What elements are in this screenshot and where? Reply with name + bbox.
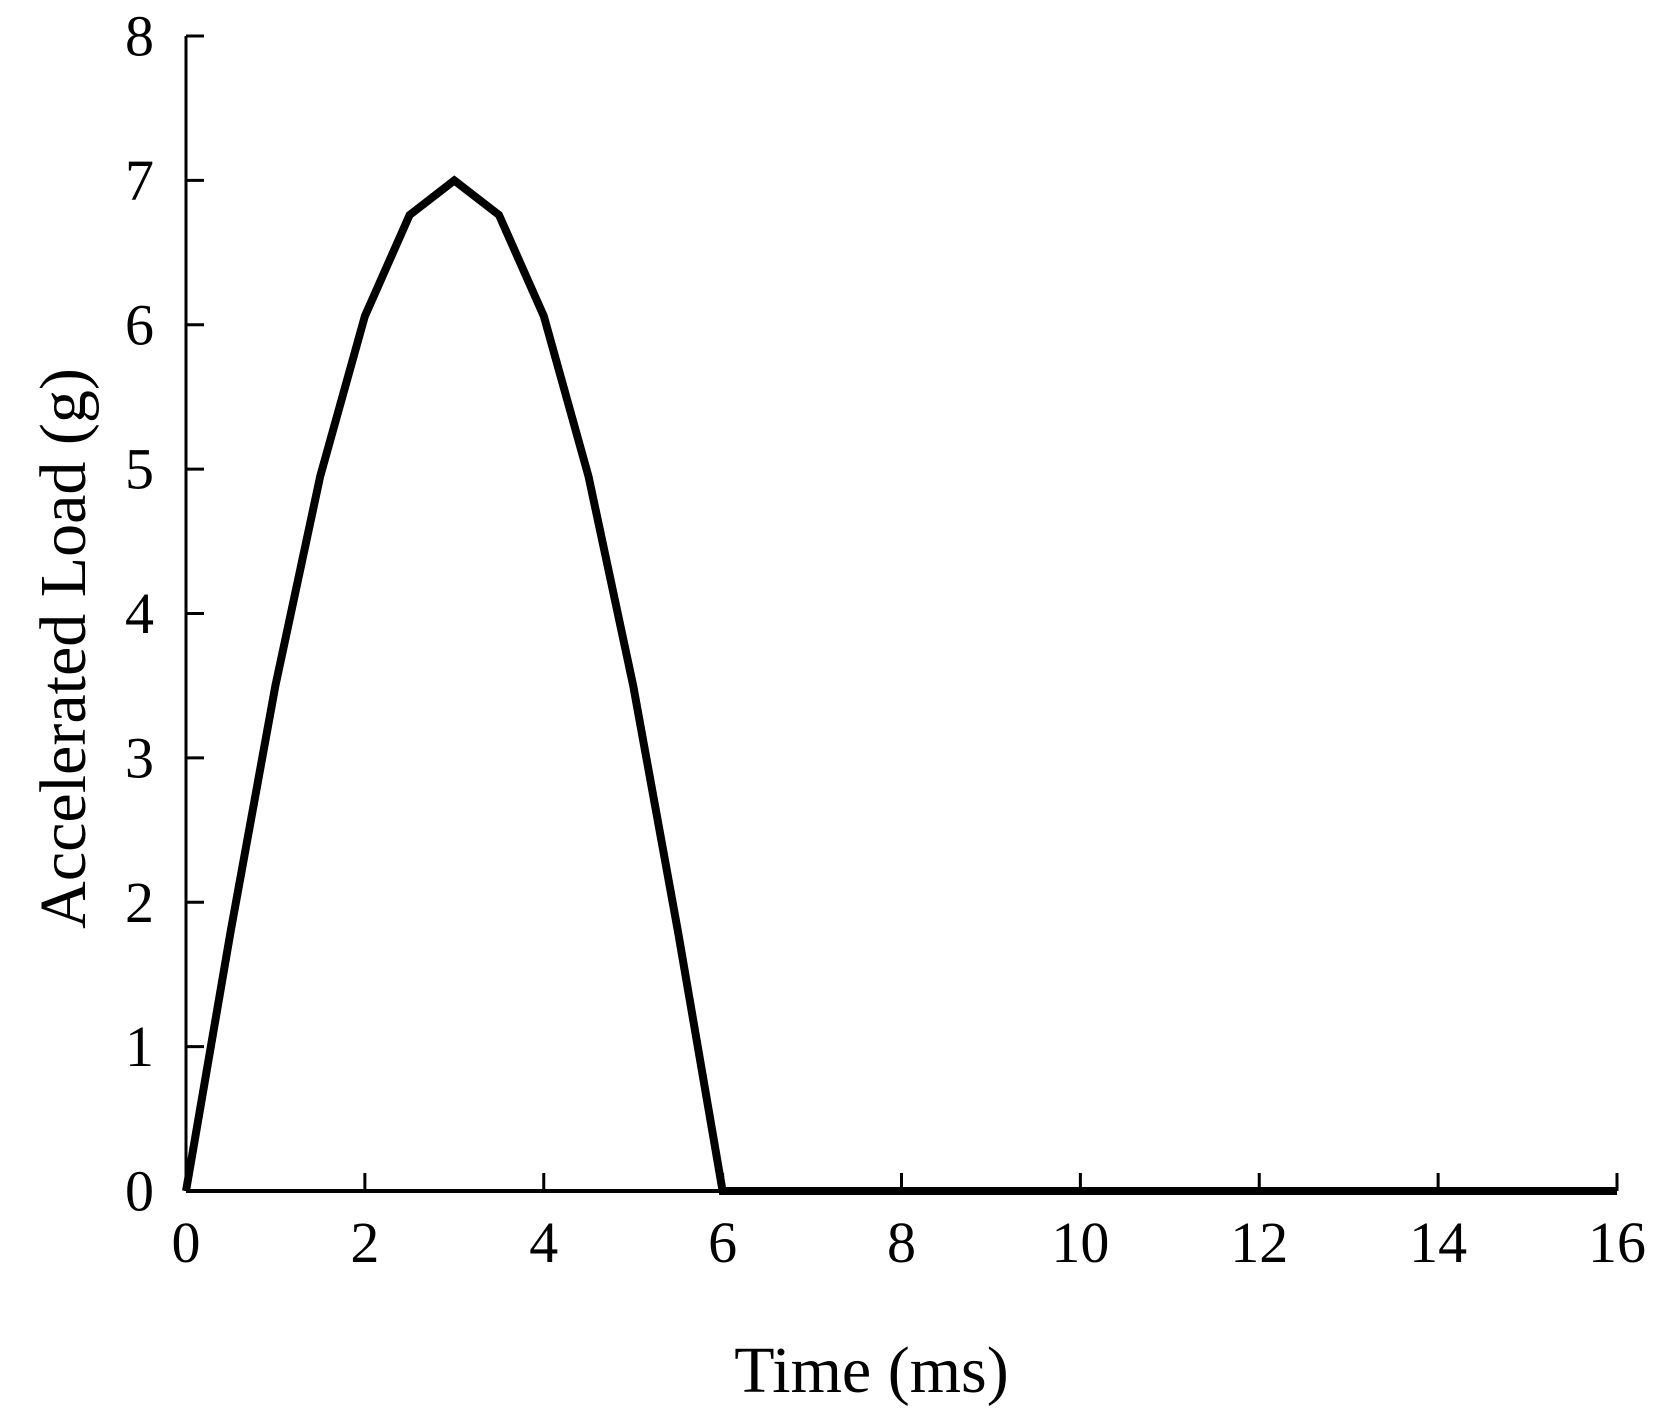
y-tick-label: 2: [125, 870, 154, 935]
y-axis-title: Accelerated Load (g): [27, 368, 100, 929]
x-axis-ticks: 0 2 4 6 8 10 12 14 16: [172, 1173, 1646, 1275]
series-line: [182, 175, 1617, 1195]
y-tick-label: 8: [125, 4, 154, 69]
x-tick-label: 8: [887, 1210, 916, 1275]
y-tick-label: 7: [125, 148, 154, 213]
x-tick-label: 12: [1230, 1210, 1288, 1275]
x-tick-label: 2: [350, 1210, 379, 1275]
x-axis-title: Time (ms): [734, 1334, 1008, 1407]
axes: [184, 36, 1617, 1193]
x-tick-label: 14: [1409, 1210, 1467, 1275]
x-tick-label: 16: [1588, 1210, 1646, 1275]
y-axis-ticks: 0 1 2 3 4 5 6 7 8: [125, 4, 204, 1224]
y-tick-label: 3: [125, 725, 154, 790]
y-tick-label: 1: [125, 1014, 154, 1079]
y-tick-label: 5: [125, 437, 154, 502]
x-tick-label: 10: [1051, 1210, 1109, 1275]
series-group: [182, 175, 1617, 1195]
x-tick-label: 0: [172, 1210, 201, 1275]
x-tick-label: 4: [529, 1210, 558, 1275]
y-tick-label: 4: [125, 581, 154, 646]
y-tick-label: 0: [125, 1159, 154, 1224]
x-tick-label: 6: [708, 1210, 737, 1275]
y-tick-label: 6: [125, 292, 154, 357]
